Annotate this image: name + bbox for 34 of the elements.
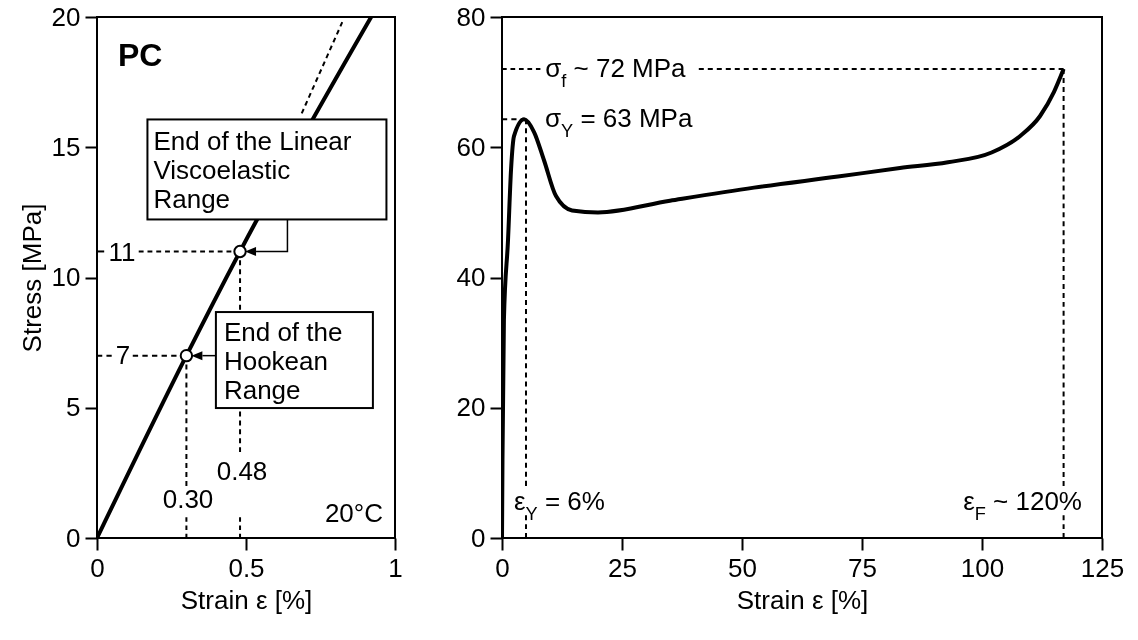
y-tick-label: 0: [66, 522, 81, 553]
x-tick-label: 25: [608, 552, 637, 583]
y-tick-label: 0: [471, 522, 486, 553]
x-tick-label: 50: [728, 552, 757, 583]
annotation: 20°C: [324, 498, 383, 528]
y-axis-title: Stress [MPa]: [16, 203, 47, 353]
y-tick-label: 5: [66, 392, 81, 423]
y-tick-label: 60: [456, 131, 486, 162]
y-tick-label: 20: [51, 1, 81, 32]
annotation: 11: [108, 237, 136, 267]
annotation: End of the Hookean Range: [223, 316, 343, 405]
x-tick-label: 75: [848, 552, 877, 583]
annotation: 0.48: [216, 456, 268, 486]
x-axis-title: Strain ε [%]: [736, 584, 869, 615]
x-tick-label: 1: [388, 552, 403, 583]
y-tick-label: 10: [51, 262, 81, 292]
y-tick-label: 15: [51, 131, 81, 162]
annotation: 0.30: [162, 484, 214, 514]
y-tick-label: 80: [456, 1, 486, 32]
x-tick-label: 0: [90, 552, 105, 583]
y-tick-label: 20: [456, 392, 486, 423]
annotation: 7: [115, 340, 131, 370]
x-tick-label: 0.5: [228, 552, 265, 583]
annotation: σ$_{f}$ ~ 72 MPa: [545, 53, 687, 92]
annotation: End of the Linear Viscoelastic Range: [153, 126, 352, 215]
x-tick-label: 0: [495, 552, 510, 583]
x-axis-title: Strain ε [%]: [180, 584, 313, 615]
annotation: ε$_{Y}$ = 6%: [514, 486, 605, 524]
annotation: σ$_{Y}$ = 63 MPa: [545, 103, 693, 141]
annotation: PC: [118, 37, 163, 73]
x-tick-label: 100: [960, 552, 1005, 583]
annotation: ε$_{F}$ ~ 120%: [963, 486, 1082, 524]
y-tick-label: 40: [456, 262, 486, 292]
x-tick-label: 125: [1080, 552, 1125, 583]
